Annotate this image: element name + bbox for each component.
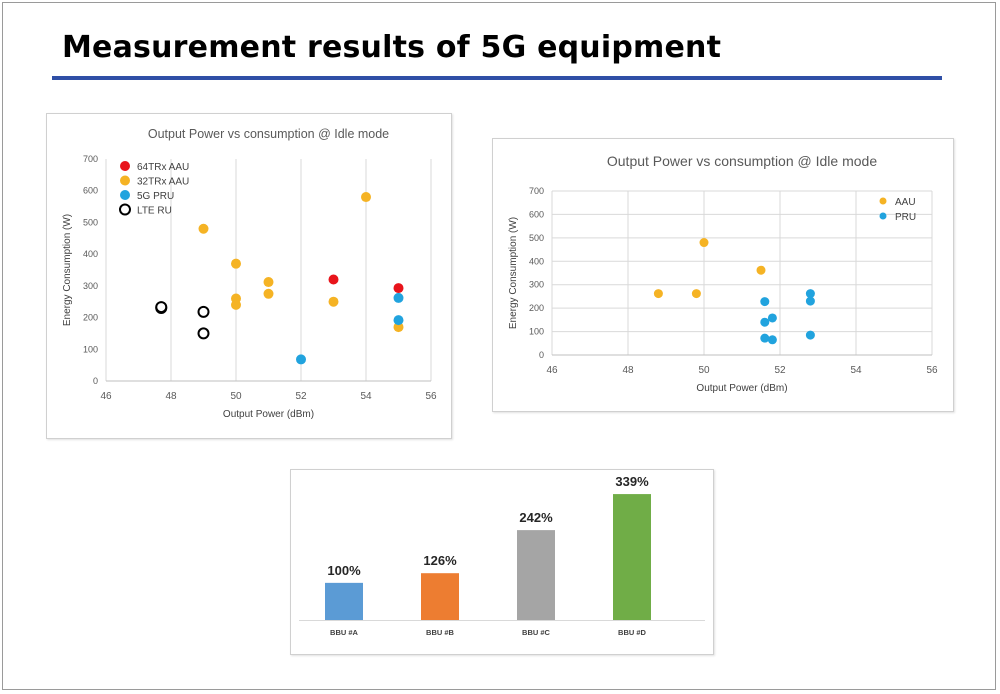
data-point-series-2 (767, 335, 777, 345)
chart-title: Output Power vs consumption @ Idle mode (148, 127, 389, 141)
y-tick-label: 400 (529, 256, 544, 266)
data-point-series-1 (756, 265, 766, 275)
y-tick-label: 0 (93, 376, 98, 386)
x-tick-label: 56 (425, 391, 437, 402)
data-point-series-2 (263, 277, 274, 288)
legend-label-1: 64TRx AAU (137, 162, 189, 173)
legend-marker-2 (879, 212, 887, 220)
y-tick-label: 100 (529, 327, 544, 337)
x-tick-label: 54 (850, 365, 862, 376)
data-point-series-1 (393, 283, 404, 294)
x-tick-label: 54 (360, 391, 372, 402)
slide-title: Measurement results of 5G equipment (62, 30, 722, 65)
data-point-series-2 (361, 192, 371, 203)
y-tick-label: 200 (83, 313, 98, 323)
legend-marker-1 (120, 161, 130, 171)
y-tick-label: 700 (529, 186, 544, 196)
data-point-series-2 (805, 330, 815, 340)
x-tick-label: 50 (230, 391, 242, 402)
data-point-series-1 (691, 289, 701, 299)
y-axis-label: Energy Consumption (W) (508, 217, 519, 329)
legend-label-2: PRU (895, 212, 916, 223)
category-label-3: BBU #C (522, 628, 551, 637)
y-tick-label: 0 (539, 350, 544, 360)
bar-4 (613, 494, 651, 620)
data-point-series-3 (393, 292, 404, 303)
legend-label-2: 32TRx AAU (137, 177, 189, 188)
scatter-chart-1: Output Power vs consumption @ Idle mode 4… (62, 127, 437, 420)
data-point-series-2 (760, 317, 770, 327)
x-tick-label: 48 (165, 391, 177, 402)
y-axis-label: Energy Consumption (W) (62, 214, 73, 326)
y-tick-label: 400 (83, 249, 98, 259)
bar-chart: 100% BBU #A 126% BBU #B 242% BBU #C 339% BBU #D (299, 474, 705, 637)
x-tick-label: 52 (295, 391, 307, 402)
y-tick-label: 600 (83, 186, 98, 196)
data-point-series-2 (767, 313, 777, 323)
data-label-3: 242% (519, 510, 553, 525)
x-tick-label: 46 (546, 365, 558, 376)
scatter-chart-2: Output Power vs consumption @ Idle mode 4… (508, 153, 938, 394)
data-point-series-4 (155, 301, 168, 314)
bar-1 (325, 582, 363, 620)
x-axis-label: Output Power (dBm) (223, 409, 314, 420)
x-axis-label: Output Power (dBm) (696, 383, 787, 394)
data-point-series-2 (760, 297, 770, 307)
category-label-2: BBU #B (426, 628, 455, 637)
scatter-chart-panel-2: Output Power vs consumption @ Idle mode 4… (492, 138, 954, 412)
data-point-series-2 (231, 258, 241, 269)
data-label-1: 100% (327, 563, 361, 578)
data-point-series-2 (805, 296, 815, 306)
x-tick-label: 48 (622, 365, 634, 376)
legend-label-4: LTE RU (137, 206, 172, 217)
y-tick-label: 100 (83, 344, 98, 354)
data-point-series-3 (296, 354, 306, 365)
scatter-chart-panel-1: Output Power vs consumption @ Idle mode 4… (46, 113, 452, 439)
y-tick-label: 300 (529, 280, 544, 290)
legend-marker-2 (120, 175, 130, 186)
data-label-4: 339% (615, 474, 649, 489)
y-tick-label: 500 (529, 233, 544, 243)
x-tick-label: 50 (698, 365, 710, 376)
data-point-series-2 (393, 322, 404, 333)
x-tick-label: 52 (774, 365, 786, 376)
data-point-series-1 (653, 289, 663, 299)
legend-label-3: 5G PRU (137, 191, 174, 202)
y-tick-label: 600 (529, 209, 544, 219)
data-point-series-2 (760, 333, 770, 343)
y-tick-label: 700 (83, 154, 98, 164)
data-point-series-1 (328, 274, 339, 285)
x-tick-label: 46 (100, 391, 112, 402)
data-point-series-1 (699, 238, 709, 248)
legend-label-1: AAU (895, 197, 916, 208)
bar-3 (517, 530, 555, 620)
data-point-series-2 (263, 288, 274, 299)
data-label-2: 126% (423, 553, 457, 568)
bar-chart-panel: 100% BBU #A 126% BBU #B 242% BBU #C 339% BBU #D (290, 469, 714, 655)
legend-marker-3 (120, 190, 130, 200)
bar-2 (421, 573, 459, 620)
y-tick-label: 200 (529, 303, 544, 313)
data-point-series-2 (198, 223, 209, 234)
y-tick-label: 300 (83, 281, 98, 291)
legend-marker-4 (119, 203, 131, 216)
data-point-series-2 (805, 289, 815, 299)
chart-title: Output Power vs consumption @ Idle mode (607, 153, 877, 169)
data-point-series-2 (231, 299, 241, 310)
title-underline (52, 76, 942, 80)
data-point-series-3 (393, 315, 404, 326)
x-tick-label: 56 (926, 365, 938, 376)
category-label-4: BBU #D (618, 628, 647, 637)
data-point-series-2 (328, 296, 339, 307)
data-point-series-4 (197, 327, 210, 340)
data-point-series-4 (197, 305, 210, 318)
category-label-1: BBU #A (330, 628, 359, 637)
legend-marker-1 (879, 197, 887, 205)
y-tick-label: 500 (83, 217, 98, 227)
